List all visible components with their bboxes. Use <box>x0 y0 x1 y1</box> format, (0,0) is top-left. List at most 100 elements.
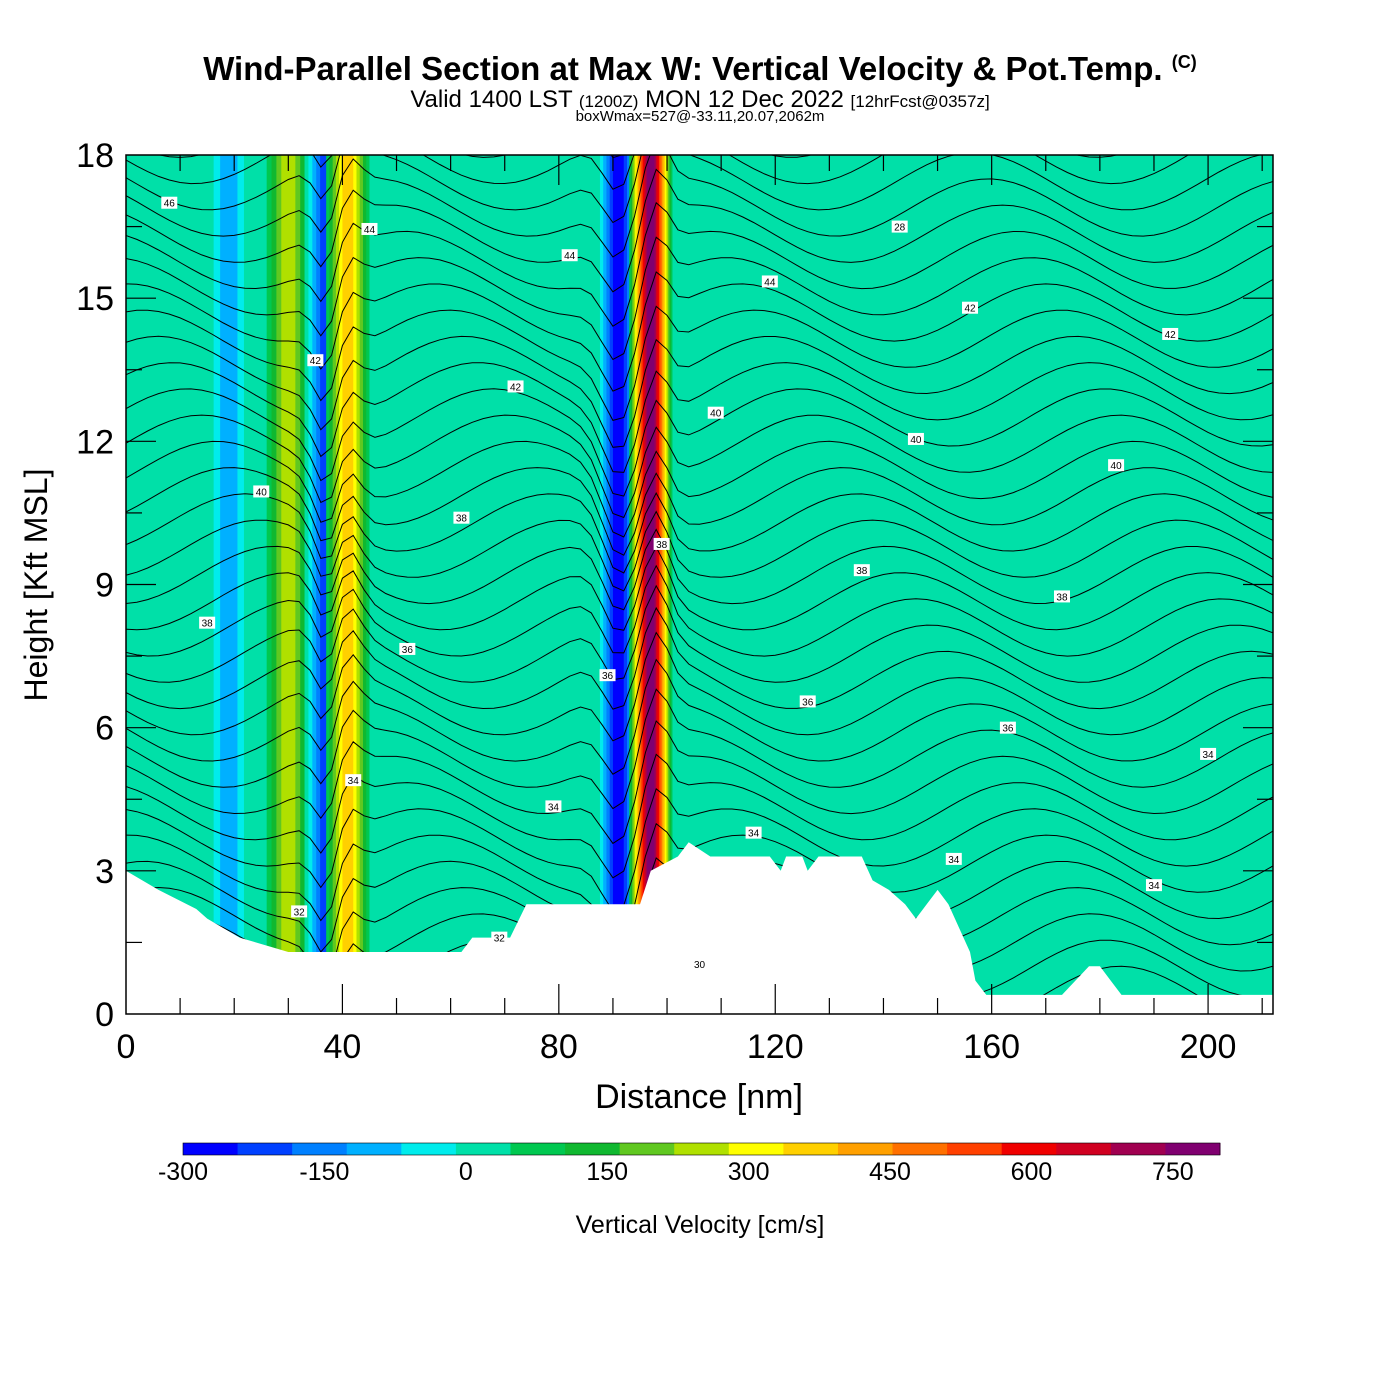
theta-contour-line <box>126 720 1273 845</box>
contour-label-bg <box>745 826 762 839</box>
contour-label: 34 <box>945 852 962 866</box>
contour-label-bg <box>891 220 908 233</box>
theta-contour-line <box>126 362 1273 473</box>
contour-label: 36 <box>599 669 616 682</box>
contour-label-text: 38 <box>656 540 668 551</box>
theta-contour-line <box>126 688 1273 810</box>
contour-label-text: 36 <box>402 645 414 656</box>
contour-label-bg <box>799 695 816 708</box>
contour-label: 36 <box>399 642 416 656</box>
colorbar-tick-label: -150 <box>299 1158 349 1186</box>
contour-label: 38 <box>1053 590 1070 603</box>
theta-contour-line <box>126 528 1273 611</box>
contour-label-text: 36 <box>1002 724 1014 735</box>
contour-label-text: 34 <box>948 855 960 866</box>
contour-labels: 46 44 44 44 42 42 42 42 40 40 40 40 38 38 38 38 38 36 36 36… <box>161 196 1217 971</box>
theta-contour-line <box>126 155 1273 258</box>
contour-label-text: 42 <box>964 304 976 315</box>
contour-label-bg <box>1145 879 1162 892</box>
contour-label-text: 40 <box>1111 461 1123 472</box>
x-tick-label: 160 <box>963 1028 1020 1066</box>
theta-contour-line <box>126 467 1273 556</box>
theta-contour-line <box>126 155 1262 224</box>
y-axis-title: Height [Kft MSL] <box>18 469 54 702</box>
contour-label-bg <box>707 406 724 419</box>
theta-contour-line <box>126 201 1273 327</box>
contour-label-text: 44 <box>364 225 376 236</box>
y-tick-label: 15 <box>76 280 114 318</box>
colorbar-frame <box>182 1142 1221 1156</box>
colorbar-swatch <box>1165 1143 1221 1155</box>
contour-label-bg <box>345 774 362 787</box>
colorbar-tick-label: -300 <box>158 1158 208 1186</box>
contour-label-bg <box>291 905 308 918</box>
colorbar-tick-label: 300 <box>728 1158 770 1186</box>
contour-label: 40 <box>907 432 924 446</box>
chart-title: Wind-Parallel Section at Max W: Vertical… <box>0 50 1400 88</box>
x-tick-label: 40 <box>324 1028 362 1066</box>
contour-label-bg <box>561 249 578 262</box>
contour-label-bg <box>1200 747 1217 760</box>
colorbar-title: Vertical Velocity [cm/s] <box>576 1211 825 1239</box>
contour-label: 42 <box>507 380 524 393</box>
contour-label-bg <box>491 931 508 944</box>
x-axis-labels: 0 40 80 120 160 200 <box>117 1028 1237 1066</box>
contour-label-bg <box>907 432 924 445</box>
y-tick-label: 12 <box>76 423 114 461</box>
contour-label-text: 44 <box>564 251 576 262</box>
contour-label-text: 38 <box>856 566 868 577</box>
y-tick-label: 3 <box>95 853 114 891</box>
colorbar-tick-label: 150 <box>586 1158 628 1186</box>
colorbar-swatch <box>1001 1143 1057 1155</box>
contour-label: 42 <box>307 354 324 367</box>
contour-label-text: 38 <box>202 619 214 630</box>
contour-label: 36 <box>999 721 1016 735</box>
theta-contour-line <box>126 414 1273 519</box>
contour-label: 34 <box>1200 747 1217 761</box>
contour-label-text: 36 <box>802 697 814 708</box>
contour-label-text: 42 <box>310 356 322 367</box>
theta-contour-line <box>126 546 1273 631</box>
contour-label: 38 <box>853 564 870 577</box>
contour-label-bg <box>253 485 270 498</box>
colorbar-swatch <box>565 1143 621 1155</box>
colorbar-swatch <box>292 1143 348 1155</box>
colorbar <box>182 1142 1221 1156</box>
contour-label-text: 30 <box>694 960 706 971</box>
velocity-band <box>342 155 354 1014</box>
contour-label-bg <box>361 222 378 235</box>
theta-contour-line <box>126 631 1273 742</box>
velocity-band <box>281 155 296 1014</box>
contour-label-bg <box>653 537 670 550</box>
theta-contour-line <box>126 606 1273 710</box>
contour-label: 34 <box>345 774 362 787</box>
contour-label-text: 38 <box>1056 592 1068 603</box>
velocity-band <box>220 155 238 1014</box>
x-tick-label: 120 <box>747 1028 804 1066</box>
contour-label-text: 40 <box>710 409 722 420</box>
box-wmax-line: boxWmax=527@-33.11,20.07,2062m <box>575 108 825 125</box>
contour-label-text: 32 <box>494 934 506 945</box>
y-tick-label: 18 <box>76 137 114 175</box>
colorbar-tick-label: 600 <box>1011 1158 1053 1186</box>
y-tick-label: 6 <box>95 710 114 748</box>
colorbar-swatch <box>455 1143 511 1155</box>
valid-time: Valid 1400 LST <box>410 86 573 113</box>
contour-label-text: 32 <box>294 907 306 918</box>
contour-label-text: 34 <box>1148 881 1160 892</box>
colorbar-swatch <box>510 1143 566 1155</box>
x-tick-label: 200 <box>1180 1028 1237 1066</box>
contour-label-bg <box>399 642 416 655</box>
contour-label: 34 <box>1145 879 1162 892</box>
colorbar-swatch <box>728 1143 784 1155</box>
contour-label-bg <box>307 354 324 367</box>
contour-label-text: 36 <box>602 671 614 682</box>
theta-contour-line <box>126 788 1273 912</box>
theta-contour-line <box>126 335 1273 448</box>
contour-label-text: 34 <box>548 802 560 813</box>
contour-label-text: 34 <box>1203 750 1215 761</box>
contour-label-text: 34 <box>348 776 360 787</box>
contour-label-bg <box>545 800 562 813</box>
terrain-mask <box>126 842 1273 1014</box>
valid-time-line: Valid 1400 LST (1200Z) MON 12 Dec 2022 [… <box>0 86 1400 114</box>
